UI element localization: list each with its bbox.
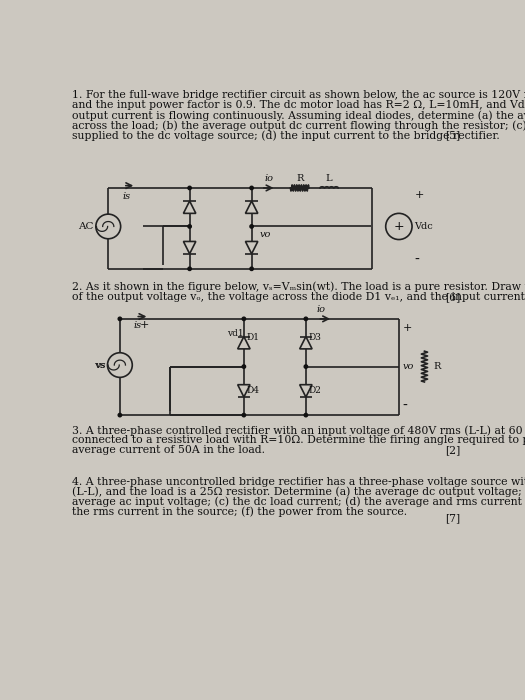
Text: R: R — [434, 362, 441, 371]
Text: D2: D2 — [308, 386, 321, 395]
Text: 2. As it shown in the figure below, vₛ=Vₘsin(wt). The load is a pure resistor. D: 2. As it shown in the figure below, vₛ=V… — [72, 282, 525, 293]
Text: vo: vo — [259, 230, 271, 239]
Text: vs: vs — [94, 360, 105, 370]
Text: AC: AC — [78, 222, 93, 231]
Text: +: + — [140, 321, 150, 330]
Text: D1: D1 — [246, 333, 259, 342]
Text: output current is flowing continuously. Assuming ideal diodes, determine (a) the: output current is flowing continuously. … — [72, 110, 525, 120]
Circle shape — [118, 317, 122, 321]
Circle shape — [188, 186, 191, 190]
Text: io: io — [264, 174, 273, 183]
Text: [6]: [6] — [445, 292, 460, 302]
Text: 1. For the full-wave bridge rectifier circuit as shown below, the ac source is 1: 1. For the full-wave bridge rectifier ci… — [72, 90, 525, 100]
Text: vo: vo — [403, 362, 414, 371]
Text: io: io — [317, 305, 326, 314]
Circle shape — [242, 365, 246, 368]
Circle shape — [250, 267, 254, 270]
Text: and the input power factor is 0.9. The dc motor load has R=2 Ω, L=10mH, and Vdc=: and the input power factor is 0.9. The d… — [72, 100, 525, 110]
Text: is: is — [122, 192, 130, 201]
Circle shape — [188, 225, 191, 228]
Circle shape — [304, 414, 308, 416]
Text: (L-L), and the load is a 25Ω resistor. Determine (a) the average dc output volta: (L-L), and the load is a 25Ω resistor. D… — [72, 486, 525, 497]
Text: supplied to the dc voltage source; (d) the input current to the bridge rectifier: supplied to the dc voltage source; (d) t… — [72, 130, 500, 141]
Text: vs: vs — [96, 360, 106, 370]
Text: -: - — [414, 253, 419, 267]
Text: D3: D3 — [308, 333, 321, 342]
Circle shape — [250, 186, 254, 190]
Text: [7]: [7] — [445, 513, 460, 523]
Text: average ac input voltage; (c) the dc load current; (d) the average and rms curre: average ac input voltage; (c) the dc loa… — [72, 497, 525, 508]
Circle shape — [304, 365, 308, 368]
Text: is: is — [134, 321, 142, 330]
Text: across the load; (b) the average output dc current flowing through the resistor;: across the load; (b) the average output … — [72, 120, 525, 131]
Text: 3. A three-phase controlled rectifier with an input voltage of 480V rms (L-L) at: 3. A three-phase controlled rectifier wi… — [72, 425, 525, 435]
Text: L: L — [326, 174, 332, 183]
Text: +: + — [403, 323, 412, 332]
Circle shape — [250, 225, 254, 228]
Circle shape — [188, 267, 191, 270]
Text: 4. A three-phase uncontrolled bridge rectifier has a three-phase voltage source : 4. A three-phase uncontrolled bridge rec… — [72, 477, 525, 486]
Text: -: - — [403, 399, 407, 413]
Text: +: + — [394, 220, 404, 233]
Text: [2]: [2] — [445, 445, 460, 455]
Circle shape — [118, 414, 122, 416]
Text: [5]: [5] — [445, 130, 460, 140]
Text: vd1: vd1 — [227, 329, 244, 337]
Circle shape — [242, 317, 246, 321]
Text: connected to a resistive load with R=10Ω. Determine the firing angle required to: connected to a resistive load with R=10Ω… — [72, 435, 525, 445]
Circle shape — [242, 414, 246, 416]
Text: +: + — [414, 190, 424, 200]
Text: R: R — [296, 174, 303, 183]
Text: the rms current in the source; (f) the power from the source.: the rms current in the source; (f) the p… — [72, 507, 407, 517]
Text: of the output voltage vₒ, the voltage across the diode D1 vₑ₁, and the input cur: of the output voltage vₒ, the voltage ac… — [72, 292, 525, 302]
Text: D4: D4 — [246, 386, 259, 395]
Text: average current of 50A in the load.: average current of 50A in the load. — [72, 445, 265, 455]
Circle shape — [304, 317, 308, 321]
Text: Vdc: Vdc — [414, 222, 433, 231]
